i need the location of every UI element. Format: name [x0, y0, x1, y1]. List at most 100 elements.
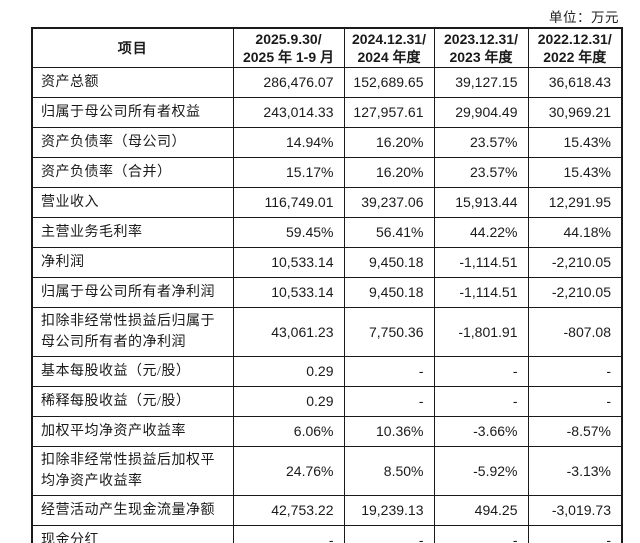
cell-value: -: [527, 386, 623, 417]
row-label: 营业收入: [31, 187, 234, 218]
table-row: 现金分红 - - - -: [31, 525, 623, 543]
cell-value: 16.20%: [343, 157, 435, 188]
cell-value: 7,750.36: [343, 307, 435, 357]
cell-value: 243,014.33: [232, 97, 345, 128]
cell-value: 10.36%: [343, 416, 435, 447]
cell-value: 152,689.65: [343, 67, 435, 98]
header-period-2025-line2: 2025 年 1-9 月: [242, 49, 335, 65]
cell-value: 0.29: [232, 386, 345, 417]
cell-value: -: [527, 356, 623, 387]
cell-value: -5.92%: [433, 446, 529, 496]
table-row: 净利润 10,533.14 9,450.18 -1,114.51 -2,210.…: [31, 247, 623, 278]
cell-value: 9,450.18: [343, 247, 435, 278]
cell-value: 19,239.13: [343, 495, 435, 526]
cell-value: 494.25: [433, 495, 529, 526]
cell-value: 10,533.14: [232, 277, 345, 308]
cell-value: 23.57%: [433, 127, 529, 158]
table-row: 稀释每股收益（元/股） 0.29 - - -: [31, 386, 623, 417]
cell-value: -807.08: [527, 307, 623, 357]
cell-value: 43,061.23: [232, 307, 345, 357]
cell-value: -1,114.51: [433, 277, 529, 308]
cell-value: -: [343, 386, 435, 417]
unit-label: 单位：万元: [549, 10, 619, 25]
cell-value: 6.06%: [232, 416, 345, 447]
header-period-2022-line1: 2022.12.31/: [537, 30, 612, 47]
table-row: 资产负债率（合并） 15.17% 16.20% 23.57% 15.43%: [31, 157, 623, 188]
cell-value: 56.41%: [343, 217, 435, 248]
cell-value: 23.57%: [433, 157, 529, 188]
row-label: 归属于母公司所有者权益: [31, 97, 234, 128]
row-label: 资产负债率（母公司）: [31, 127, 234, 158]
cell-value: -2,210.05: [527, 247, 623, 278]
cell-value: -: [343, 525, 435, 543]
cell-value: 44.22%: [433, 217, 529, 248]
table-row: 扣除非经常性损益后加权平均净资产收益率 24.76% 8.50% -5.92% …: [31, 446, 623, 496]
cell-value: 9,450.18: [343, 277, 435, 308]
cell-value: 14.94%: [232, 127, 345, 158]
row-label: 稀释每股收益（元/股）: [31, 386, 234, 417]
row-label: 资产总额: [31, 67, 234, 98]
table-row: 主营业务毛利率 59.45% 56.41% 44.22% 44.18%: [31, 217, 623, 248]
cell-value: 24.76%: [232, 446, 345, 496]
header-period-2023-line1: 2023.12.31/: [444, 30, 518, 47]
cell-value: -: [232, 525, 345, 543]
header-period-2025: 2025.9.30/ 2025 年 1-9 月: [232, 27, 345, 68]
row-label: 基本每股收益（元/股）: [31, 356, 234, 387]
header-period-2022-line2: 2022 年度: [543, 49, 607, 65]
cell-value: -2,210.05: [527, 277, 623, 308]
cell-value: 39,237.06: [343, 187, 435, 218]
cell-value: 0.29: [232, 356, 345, 387]
row-label: 扣除非经常性损益后加权平均净资产收益率: [31, 446, 234, 496]
cell-value: 42,753.22: [232, 495, 345, 526]
table-row: 营业收入 116,749.01 39,237.06 15,913.44 12,2…: [31, 187, 623, 218]
table-row: 归属于母公司所有者净利润 10,533.14 9,450.18 -1,114.5…: [31, 277, 623, 308]
cell-value: 59.45%: [232, 217, 345, 248]
cell-value: 30,969.21: [527, 97, 623, 128]
header-item: 项目: [31, 27, 234, 68]
cell-value: -: [343, 356, 435, 387]
cell-value: -1,114.51: [433, 247, 529, 278]
cell-value: 286,476.07: [232, 67, 345, 98]
row-label: 资产负债率（合并）: [31, 157, 234, 188]
header-period-2024-line1: 2024.12.31/: [352, 30, 426, 47]
cell-value: -: [527, 525, 623, 543]
cell-value: -3.13%: [527, 446, 623, 496]
cell-value: 116,749.01: [232, 187, 345, 218]
table-row: 扣除非经常性损益后归属于母公司所有者的净利润 43,061.23 7,750.3…: [31, 307, 623, 357]
header-period-2023-line2: 2023 年度: [449, 49, 513, 65]
row-label: 经营活动产生现金流量净额: [31, 495, 234, 526]
cell-value: -3.66%: [433, 416, 529, 447]
cell-value: 16.20%: [343, 127, 435, 158]
cell-value: -8.57%: [527, 416, 623, 447]
header-period-2022: 2022.12.31/ 2022 年度: [527, 27, 623, 68]
cell-value: 15.17%: [232, 157, 345, 188]
cell-value: 15,913.44: [433, 187, 529, 218]
cell-value: -: [433, 386, 529, 417]
row-label: 扣除非经常性损益后归属于母公司所有者的净利润: [31, 307, 234, 357]
header-row: 项目 2025.9.30/ 2025 年 1-9 月 2024.12.31/ 2…: [31, 27, 623, 68]
financial-indicators-table: 项目 2025.9.30/ 2025 年 1-9 月 2024.12.31/ 2…: [31, 27, 623, 543]
cell-value: 10,533.14: [232, 247, 345, 278]
table-row: 资产总额 286,476.07 152,689.65 39,127.15 36,…: [31, 67, 623, 98]
cell-value: 44.18%: [527, 217, 623, 248]
table-row: 加权平均净资产收益率 6.06% 10.36% -3.66% -8.57%: [31, 416, 623, 447]
cell-value: -: [433, 525, 529, 543]
cell-value: 29,904.49: [433, 97, 529, 128]
cell-value: 127,957.61: [343, 97, 435, 128]
table-row: 基本每股收益（元/股） 0.29 - - -: [31, 356, 623, 387]
cell-value: 15.43%: [527, 127, 623, 158]
row-label: 主营业务毛利率: [31, 217, 234, 248]
cell-value: 39,127.15: [433, 67, 529, 98]
cell-value: -1,801.91: [433, 307, 529, 357]
table-row: 资产负债率（母公司） 14.94% 16.20% 23.57% 15.43%: [31, 127, 623, 158]
table-row: 归属于母公司所有者权益 243,014.33 127,957.61 29,904…: [31, 97, 623, 128]
cell-value: 36,618.43: [527, 67, 623, 98]
row-label: 归属于母公司所有者净利润: [31, 277, 234, 308]
header-period-2024: 2024.12.31/ 2024 年度: [343, 27, 435, 68]
header-period-2025-line1: 2025.9.30/: [255, 30, 322, 47]
cell-value: 8.50%: [343, 446, 435, 496]
table-row: 经营活动产生现金流量净额 42,753.22 19,239.13 494.25 …: [31, 495, 623, 526]
cell-value: 12,291.95: [527, 187, 623, 218]
cell-value: -: [433, 356, 529, 387]
